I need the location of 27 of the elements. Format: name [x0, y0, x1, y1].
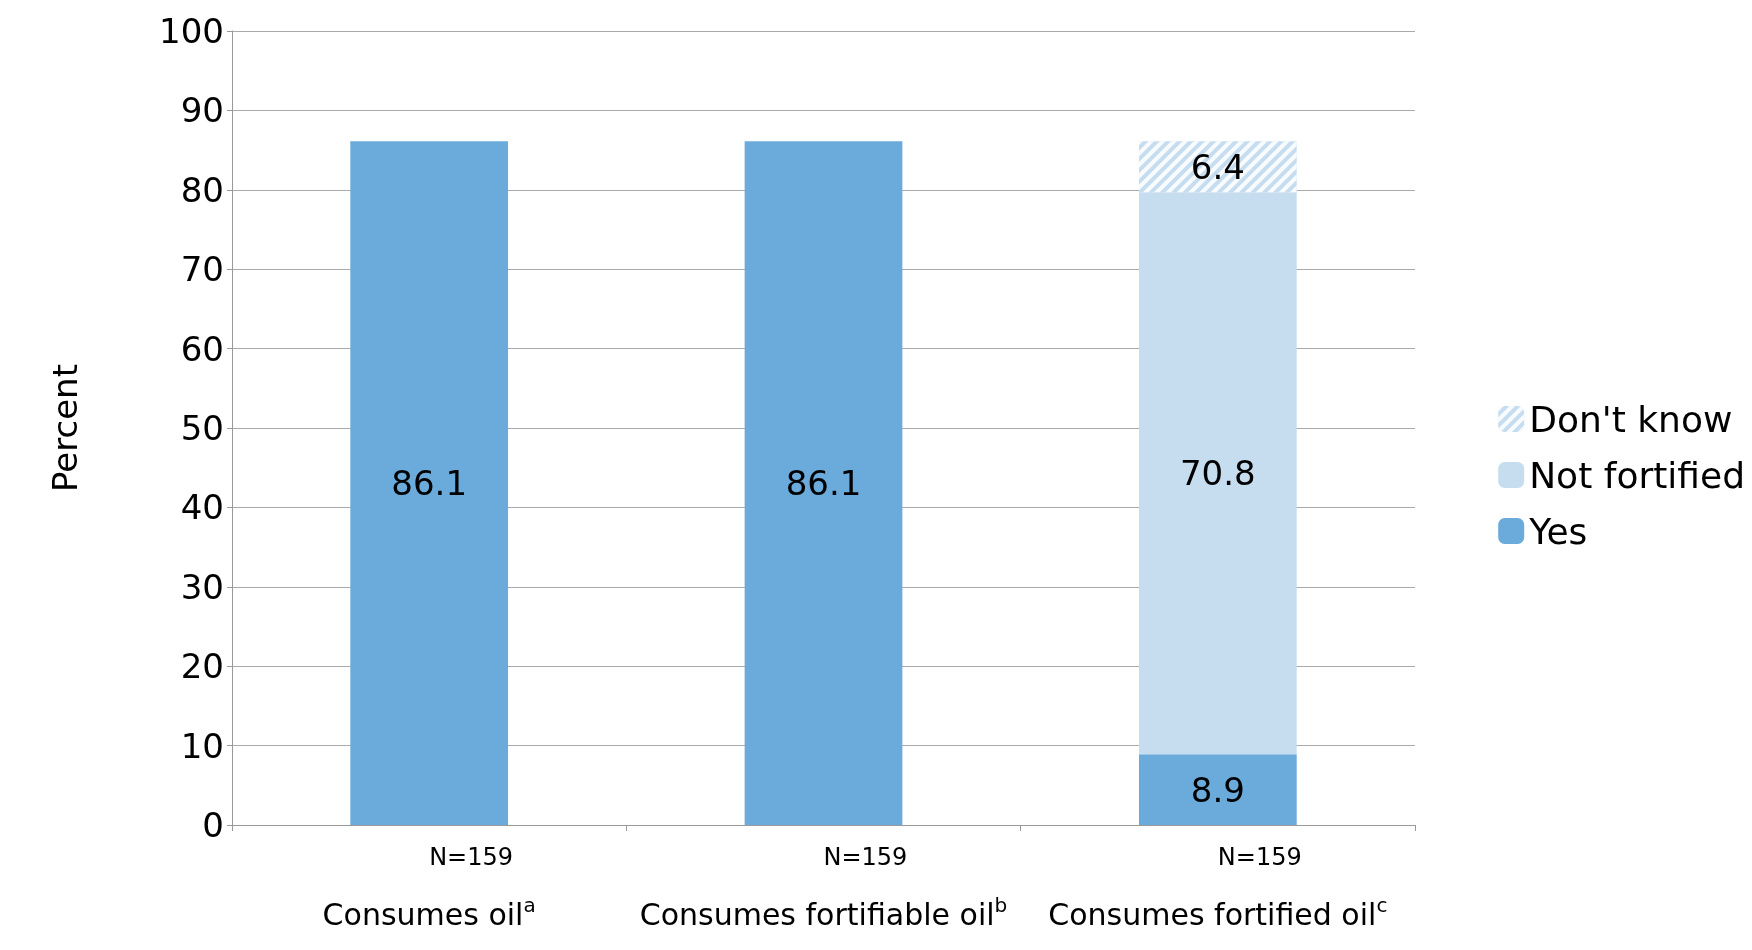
bar	[1138, 754, 1297, 825]
y-tick-label: 90	[180, 90, 224, 131]
y-tick-label: 30	[180, 566, 224, 607]
legend-label: Don't know	[1529, 398, 1733, 440]
bar	[350, 141, 509, 825]
y-tick-label: 80	[180, 169, 224, 210]
y-tick-label: 10	[180, 725, 224, 766]
data-label: 86.1	[391, 463, 468, 504]
y-tick-label: 70	[180, 249, 224, 290]
text: N=159	[429, 843, 514, 871]
legend-label: Yes	[1528, 510, 1588, 552]
y-axis-title: Percent	[45, 364, 85, 492]
y-tick-label: 40	[180, 487, 224, 528]
text: N=159	[823, 843, 908, 871]
data-label: 70.8	[1179, 453, 1256, 494]
y-tick-label: 60	[180, 328, 224, 369]
y-tick-label: 0	[202, 805, 224, 845]
bar	[1138, 192, 1297, 755]
y-tick-label: 50	[180, 408, 224, 448]
bar	[744, 141, 903, 825]
text: N=159	[1217, 843, 1302, 871]
data-label: 86.1	[785, 463, 862, 504]
data-label: 8.9	[1190, 769, 1245, 810]
y-tick-label: 20	[180, 646, 224, 687]
legend-label: Not fortified	[1529, 454, 1746, 496]
data-label: 6.4	[1190, 146, 1245, 187]
y-tick-label: 100	[159, 11, 224, 51]
